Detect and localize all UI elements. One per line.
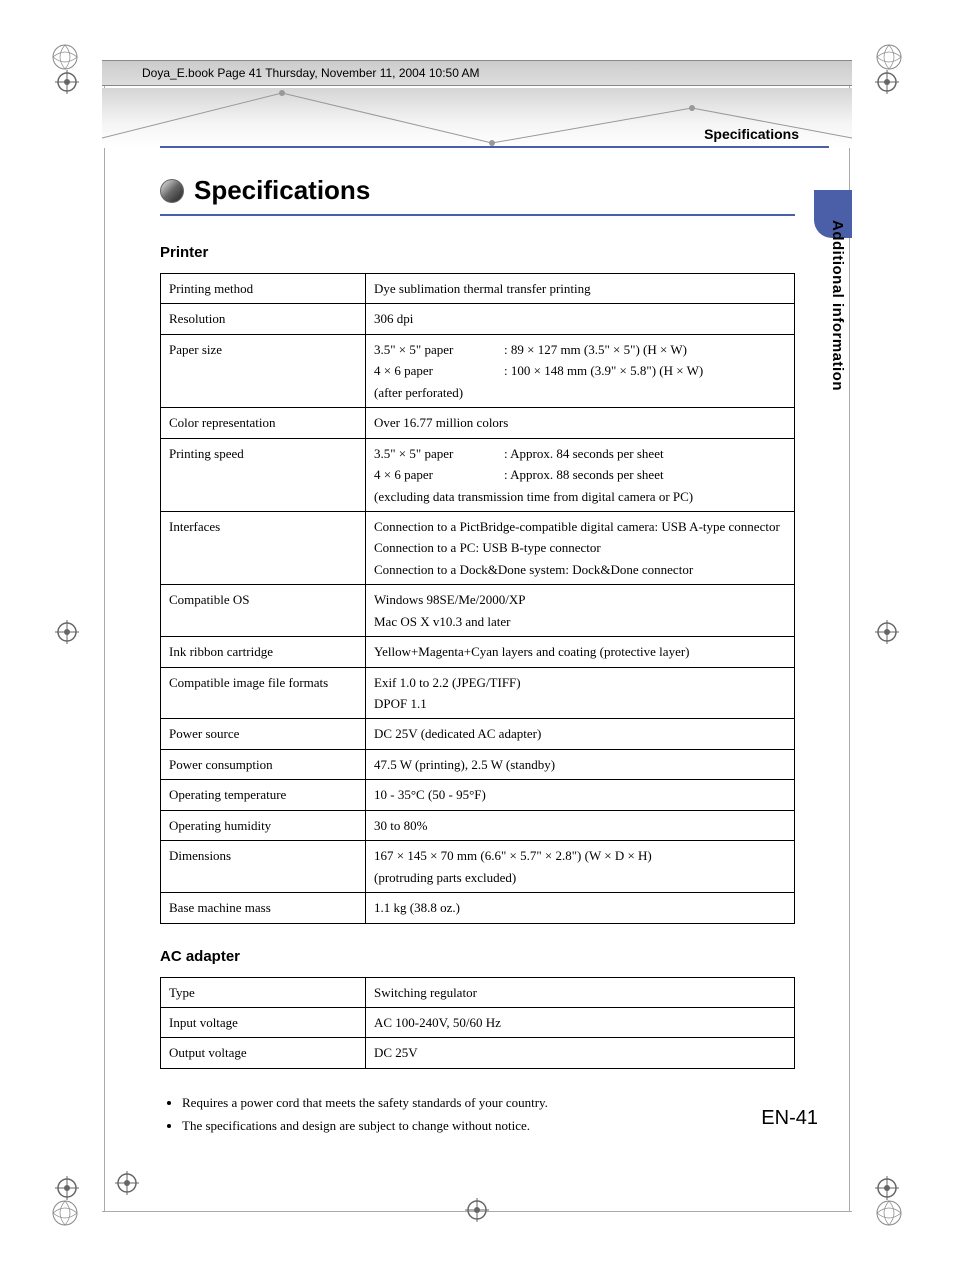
table-row: Base machine mass1.1 kg (38.8 oz.) [161,893,795,923]
crop-mark-icon [50,1198,80,1228]
bullet-icon [160,179,184,203]
table-row: Printing speed 3.5" × 5" paper: Approx. … [161,438,795,511]
note-item: The specifications and design are subjec… [182,1116,795,1137]
registration-mark-icon [875,70,899,94]
crop-mark-icon [50,42,80,72]
spec-value: 30 to 80% [366,810,795,840]
spec-value: DC 25V [366,1038,795,1068]
side-tab-label: Additional information [829,220,846,391]
table-row: Interfaces Connection to a PictBridge-co… [161,511,795,584]
title-row: Specifications [160,175,795,206]
spec-label: Operating humidity [161,810,366,840]
crop-mark-icon [874,1198,904,1228]
spec-label: Dimensions [161,841,366,893]
spec-label: Resolution [161,304,366,334]
spec-value: DC 25V (dedicated AC adapter) [366,719,795,749]
table-row: Compatible image file formats Exif 1.0 t… [161,667,795,719]
spec-label: Operating temperature [161,780,366,810]
spec-value: Dye sublimation thermal transfer printin… [366,274,795,304]
table-row: Resolution306 dpi [161,304,795,334]
spec-value: 3.5" × 5" paper: 89 × 127 mm (3.5" × 5")… [366,334,795,407]
spec-value: 3.5" × 5" paper: Approx. 84 seconds per … [366,438,795,511]
registration-mark-icon [875,620,899,644]
spec-label: Input voltage [161,1007,366,1037]
notes-list: Requires a power cord that meets the saf… [160,1093,795,1137]
spec-value: Connection to a PictBridge-compatible di… [366,511,795,584]
title-rule [160,214,795,216]
table-row: Ink ribbon cartridgeYellow+Magenta+Cyan … [161,637,795,667]
table-row: Power sourceDC 25V (dedicated AC adapter… [161,719,795,749]
spec-label: Printing method [161,274,366,304]
spec-value: Yellow+Magenta+Cyan layers and coating (… [366,637,795,667]
table-row: TypeSwitching regulator [161,977,795,1007]
spec-label: Base machine mass [161,893,366,923]
spec-label: Type [161,977,366,1007]
header-rule [160,146,829,148]
running-head: Specifications [704,126,799,142]
note-item: Requires a power cord that meets the saf… [182,1093,795,1114]
table-row: Dimensions 167 × 145 × 70 mm (6.6" × 5.7… [161,841,795,893]
spec-value: AC 100-240V, 50/60 Hz [366,1007,795,1037]
spec-label: Interfaces [161,511,366,584]
frame-line-left [104,86,105,1212]
spec-value: Switching regulator [366,977,795,1007]
spec-value: 167 × 145 × 70 mm (6.6" × 5.7" × 2.8") (… [366,841,795,893]
crop-mark-icon [874,42,904,72]
spec-value: 10 - 35°C (50 - 95°F) [366,780,795,810]
spec-label: Paper size [161,334,366,407]
table-row: Printing methodDye sublimation thermal t… [161,274,795,304]
registration-mark-icon [465,1198,489,1222]
spec-label: Color representation [161,408,366,438]
table-row: Operating temperature10 - 35°C (50 - 95°… [161,780,795,810]
side-tab: Additional information [812,190,852,450]
spec-label: Output voltage [161,1038,366,1068]
table-row: Color representationOver 16.77 million c… [161,408,795,438]
page-title: Specifications [194,175,370,206]
document-header-text: Doya_E.book Page 41 Thursday, November 1… [142,66,480,80]
registration-mark-icon [55,1176,79,1200]
registration-mark-icon [875,1176,899,1200]
registration-mark-icon [55,70,79,94]
ac-adapter-spec-table: TypeSwitching regulator Input voltageAC … [160,977,795,1069]
table-row: Power consumption47.5 W (printing), 2.5 … [161,749,795,779]
table-row: Operating humidity30 to 80% [161,810,795,840]
spec-label: Power source [161,719,366,749]
spec-label: Compatible OS [161,585,366,637]
registration-mark-icon [115,1171,139,1195]
table-row: Input voltageAC 100-240V, 50/60 Hz [161,1007,795,1037]
table-row: Paper size 3.5" × 5" paper: 89 × 127 mm … [161,334,795,407]
table-row: Compatible OS Windows 98SE/Me/2000/XP Ma… [161,585,795,637]
document-header-bar: Doya_E.book Page 41 Thursday, November 1… [102,60,852,86]
spec-label: Power consumption [161,749,366,779]
section-heading-printer: Printer [160,244,795,261]
page-number: EN-41 [761,1107,818,1130]
spec-value: 306 dpi [366,304,795,334]
spec-value: Exif 1.0 to 2.2 (JPEG/TIFF) DPOF 1.1 [366,667,795,719]
spec-value: 1.1 kg (38.8 oz.) [366,893,795,923]
spec-label: Ink ribbon cartridge [161,637,366,667]
printer-spec-table: Printing methodDye sublimation thermal t… [160,273,795,924]
section-heading-ac: AC adapter [160,948,795,965]
spec-value: 47.5 W (printing), 2.5 W (standby) [366,749,795,779]
registration-mark-icon [55,620,79,644]
spec-value: Windows 98SE/Me/2000/XP Mac OS X v10.3 a… [366,585,795,637]
page-content: Specifications Printer Printing methodDy… [160,175,795,1138]
spec-label: Compatible image file formats [161,667,366,719]
spec-label: Printing speed [161,438,366,511]
spec-value: Over 16.77 million colors [366,408,795,438]
table-row: Output voltageDC 25V [161,1038,795,1068]
